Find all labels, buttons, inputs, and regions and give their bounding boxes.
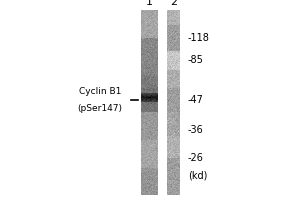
Text: Cyclin B1: Cyclin B1: [79, 87, 121, 96]
Text: -26: -26: [188, 153, 204, 163]
Text: -118: -118: [188, 33, 210, 43]
Text: (pSer147): (pSer147): [77, 104, 122, 113]
Text: -36: -36: [188, 125, 204, 135]
Text: -85: -85: [188, 55, 204, 65]
Text: (kd): (kd): [188, 170, 207, 180]
Text: 1: 1: [146, 0, 153, 7]
Text: -47: -47: [188, 95, 204, 105]
Text: 2: 2: [170, 0, 177, 7]
